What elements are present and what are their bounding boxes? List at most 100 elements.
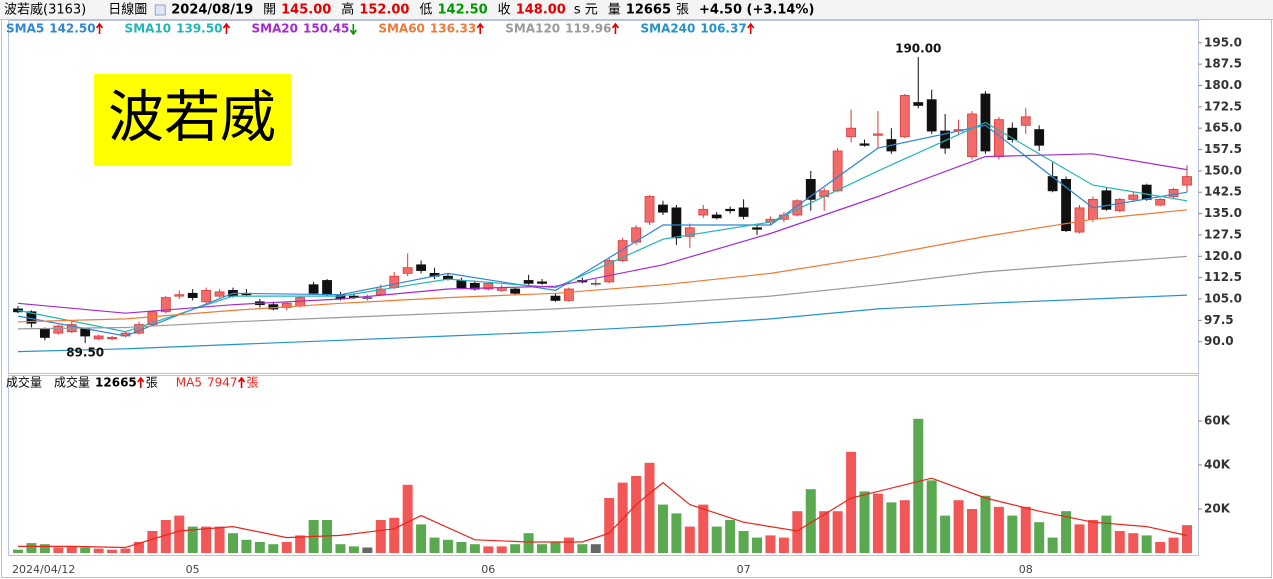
- volume-bar: [671, 513, 682, 553]
- volume-bar: [120, 548, 131, 553]
- volume-bar: [886, 502, 897, 553]
- volume-bar: [872, 493, 883, 553]
- candle-body: [940, 130, 951, 149]
- volume-bar: [1007, 515, 1018, 553]
- y-tick-label: 195.0: [1204, 35, 1242, 49]
- candle-body: [967, 113, 977, 158]
- currency: s 元: [574, 3, 598, 18]
- candle-body: [644, 196, 655, 223]
- candle-body: [711, 214, 722, 219]
- volume-bar: [39, 544, 50, 553]
- volume-bar: [859, 491, 870, 553]
- legend-name: SMA20: [251, 22, 298, 36]
- volume-bar: [832, 511, 843, 553]
- outer-frame: [1, 19, 1272, 578]
- candle-body: [389, 275, 400, 288]
- candle-body: [362, 297, 373, 299]
- volume-bar: [550, 542, 561, 553]
- ma-line: [17, 153, 1188, 314]
- overlay-box: [94, 74, 291, 166]
- candle-body: [281, 302, 292, 308]
- change: +4.50 (+3.14%): [699, 3, 814, 18]
- y-tick-label: 127.5: [1204, 227, 1242, 241]
- volume-bar: [254, 542, 265, 553]
- candle-body: [617, 240, 628, 261]
- candle-body: [590, 282, 601, 285]
- candle-body: [537, 281, 547, 284]
- candle-body: [107, 337, 117, 340]
- candle-body: [322, 280, 332, 296]
- volume-bar: [846, 451, 857, 553]
- candle-body: [53, 325, 64, 334]
- volume-bar: [107, 549, 118, 553]
- volume-bar: [1020, 506, 1031, 553]
- ma-line: [17, 255, 1188, 330]
- candle-body: [1182, 176, 1192, 186]
- volume-bar: [819, 511, 830, 553]
- candle-body: [268, 304, 279, 310]
- field-label: 開: [263, 3, 276, 18]
- candle-body: [671, 207, 682, 239]
- candle-body: [1168, 188, 1179, 197]
- y-tick-label: 172.5: [1204, 99, 1242, 113]
- volume-bar: [66, 546, 77, 553]
- volume-bar: [402, 484, 413, 553]
- checkbox: [154, 4, 166, 16]
- volume-bar: [496, 546, 507, 553]
- volume-ma-unit: 張: [247, 376, 259, 390]
- candle-body: [859, 143, 870, 146]
- x-tick-label: 06: [481, 563, 495, 576]
- volume-bar: [1182, 525, 1192, 553]
- trend-arrow: [237, 376, 246, 388]
- volume-ma-value: 7947: [207, 376, 238, 390]
- volume-bar: [563, 537, 574, 553]
- candle-body: [39, 328, 50, 338]
- header-bar: [0, 0, 1273, 19]
- volume-bar: [940, 515, 951, 553]
- y-tick-label: 120.0: [1204, 249, 1242, 263]
- candle-body: [698, 208, 709, 216]
- volume-bar: [93, 548, 104, 553]
- volume-bar: [147, 531, 158, 553]
- field-label: 收: [498, 3, 511, 18]
- candle-body: [752, 227, 762, 230]
- volume-bar: [738, 531, 749, 553]
- volume-bar: [980, 495, 991, 553]
- volume-label: 量: [608, 3, 621, 18]
- ma-line: [17, 209, 1188, 323]
- volume-bar: [13, 549, 23, 553]
- candle-body: [456, 280, 467, 288]
- stock-name: 波若威(3163): [4, 2, 86, 18]
- annotation: 190.00: [895, 42, 941, 56]
- volume-bar: [993, 506, 1004, 553]
- volume-value: 12665: [626, 3, 671, 18]
- volume-bar: [1141, 535, 1152, 553]
- y-tick-label: 187.5: [1204, 57, 1242, 71]
- ma-line: [17, 294, 1188, 353]
- volume-legend-unit: 張: [146, 376, 158, 390]
- ma-line: [17, 121, 1188, 333]
- legend-value: 139.50: [176, 22, 222, 36]
- x-tick-label: 07: [737, 563, 751, 576]
- volume-bar: [792, 511, 803, 553]
- y-tick-label: 157.5: [1204, 142, 1242, 156]
- volume-bar: [1114, 531, 1125, 553]
- candle-body: [832, 150, 843, 192]
- volume-bar: [1101, 515, 1112, 553]
- volume-bar: [698, 504, 709, 553]
- volume-bar: [456, 542, 467, 553]
- volume-bar: [604, 498, 615, 553]
- candle-body: [80, 328, 91, 337]
- candle-body: [1088, 198, 1098, 220]
- candle-body: [604, 260, 615, 283]
- x-tick-label: 08: [1019, 563, 1033, 576]
- trend-arrow: [747, 22, 755, 34]
- legend-value: 106.37: [700, 22, 746, 36]
- field-value: 145.00: [281, 3, 331, 18]
- volume-bar: [53, 547, 64, 553]
- volume-bar: [442, 539, 453, 553]
- candle-body: [483, 282, 494, 290]
- volume-bar: [241, 539, 252, 553]
- legend-value: 119.96: [565, 22, 611, 36]
